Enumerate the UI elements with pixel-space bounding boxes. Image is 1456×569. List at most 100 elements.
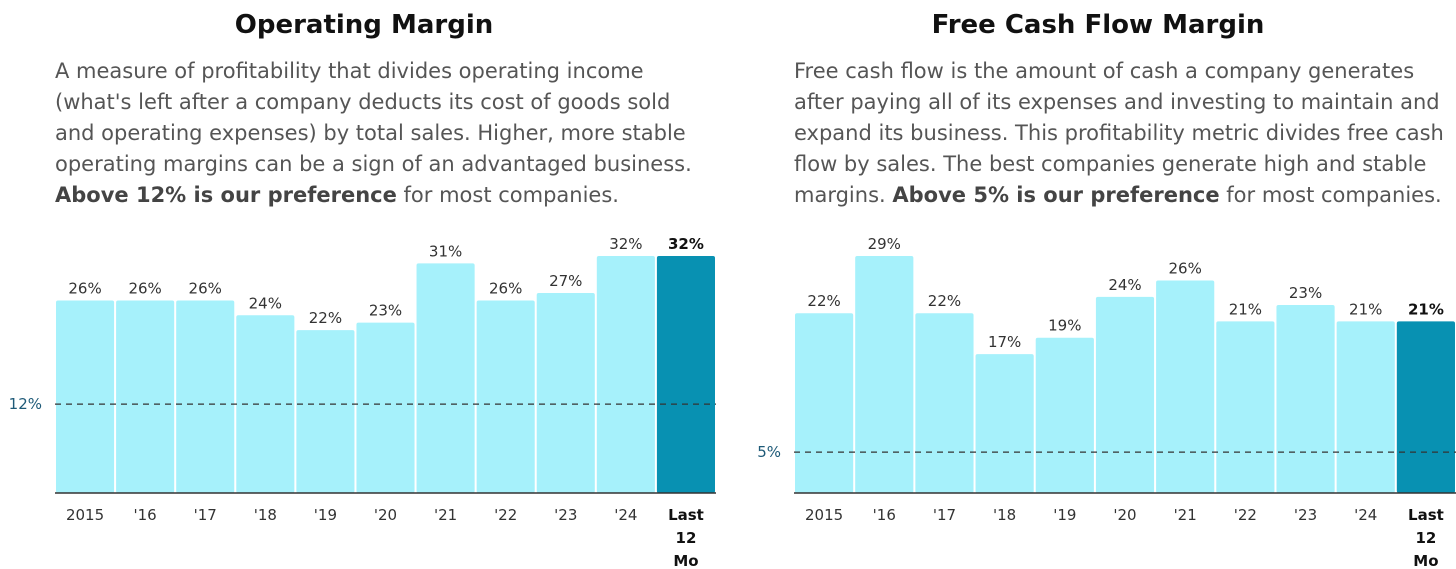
bar xyxy=(56,300,115,493)
data-label: 23% xyxy=(1289,284,1322,302)
data-label: 24% xyxy=(1108,276,1141,294)
x-tick-label-line: 2015 xyxy=(805,506,843,524)
description-suffix: for most companies. xyxy=(396,183,619,207)
x-tick-label: Last 12 Mo xyxy=(668,506,704,569)
data-label: 22% xyxy=(309,309,342,327)
x-tick-label: '21 xyxy=(434,506,457,524)
x-tick-label-line: '16 xyxy=(873,506,896,524)
bar xyxy=(975,354,1034,493)
bar xyxy=(596,256,655,493)
x-tick-label-line: '20 xyxy=(374,506,397,524)
operating-margin-title: Operating Margin xyxy=(234,10,494,40)
x-tick-label: '24 xyxy=(614,506,637,524)
x-tick-label: '18 xyxy=(254,506,277,524)
data-label: 23% xyxy=(369,302,402,320)
bar xyxy=(476,300,535,493)
x-tick-label: '16 xyxy=(873,506,896,524)
x-tick-label-line: '24 xyxy=(614,506,637,524)
x-tick-label-line: 12 xyxy=(676,529,697,547)
x-tick-label: 2015 xyxy=(66,506,104,524)
threshold-label: 5% xyxy=(757,443,781,461)
bar xyxy=(1035,337,1094,493)
data-label: 19% xyxy=(1048,317,1081,335)
description-preference: Above 5% is our preference xyxy=(892,183,1220,207)
data-label: 26% xyxy=(189,279,222,297)
x-tick-label-line: '18 xyxy=(993,506,1016,524)
data-label: 32% xyxy=(668,235,704,253)
x-tick-label-line: Last xyxy=(1408,506,1444,524)
bar xyxy=(1216,321,1275,493)
data-label: 26% xyxy=(128,279,161,297)
bar xyxy=(416,263,475,493)
bar xyxy=(1336,321,1395,493)
data-label: 26% xyxy=(1169,260,1202,278)
bar xyxy=(536,293,595,493)
operating-margin-description: A measure of profitability that divides … xyxy=(55,56,715,211)
x-tick-label: '17 xyxy=(194,506,217,524)
bar xyxy=(795,313,854,493)
x-tick-label: 2015 xyxy=(805,506,843,524)
bar xyxy=(176,300,235,493)
description-preference: Above 12% is our preference xyxy=(55,183,397,207)
x-tick-label: '23 xyxy=(1294,506,1317,524)
data-label: 29% xyxy=(868,235,901,253)
x-tick-label: '23 xyxy=(554,506,577,524)
fcf-margin-panel: Free Cash Flow Margin Free cash flow is … xyxy=(740,0,1456,569)
data-label: 21% xyxy=(1349,300,1382,318)
data-label: 22% xyxy=(928,292,961,310)
x-tick-label-line: 12 xyxy=(1415,529,1436,547)
x-tick-label: '21 xyxy=(1174,506,1197,524)
x-tick-label-line: '16 xyxy=(134,506,157,524)
bar xyxy=(1156,280,1215,493)
x-tick-label: '20 xyxy=(1113,506,1136,524)
fcf-margin-chart: 22% 2015 29% '16 22% '17 17% '18 19% '19 24% '20 26%… xyxy=(757,235,1456,569)
x-tick-label: Last 12 Mo xyxy=(1408,506,1444,569)
x-tick-label: '22 xyxy=(494,506,517,524)
x-tick-label: '20 xyxy=(374,506,397,524)
x-tick-label-line: '23 xyxy=(1294,506,1317,524)
data-label: 27% xyxy=(549,272,582,290)
bar xyxy=(1276,305,1335,493)
bar xyxy=(656,256,715,493)
x-tick-label-line: '19 xyxy=(314,506,337,524)
data-label: 21% xyxy=(1229,300,1262,318)
description-text: A measure of profitability that divides … xyxy=(55,59,692,176)
x-tick-label: '24 xyxy=(1354,506,1377,524)
x-tick-label-line: '19 xyxy=(1053,506,1076,524)
x-tick-label-line: '17 xyxy=(194,506,217,524)
data-label: 32% xyxy=(609,235,642,253)
fcf-margin-title: Free Cash Flow Margin xyxy=(931,10,1265,40)
x-tick-label-line: Mo xyxy=(1413,552,1438,569)
threshold-label: 12% xyxy=(9,395,42,413)
operating-margin-chart: 26% 2015 26% '16 26% '17 24% '18 22% '19 23% '20 31%… xyxy=(9,235,716,569)
description-text: Free cash flow is the amount of cash a c… xyxy=(794,59,1444,207)
data-label: 24% xyxy=(249,294,282,312)
operating-margin-panel: Operating Margin A measure of profitabil… xyxy=(9,10,716,569)
data-label: 26% xyxy=(489,279,522,297)
x-tick-label: '17 xyxy=(933,506,956,524)
bar xyxy=(1396,321,1455,493)
x-tick-label-line: '18 xyxy=(254,506,277,524)
x-tick-label-line: '24 xyxy=(1354,506,1377,524)
x-tick-label: '16 xyxy=(134,506,157,524)
x-tick-label: '18 xyxy=(993,506,1016,524)
x-tick-label-line: '20 xyxy=(1113,506,1136,524)
bar xyxy=(915,313,974,493)
x-tick-label-line: Mo xyxy=(673,552,698,569)
x-tick-label-line: Last xyxy=(668,506,704,524)
bar xyxy=(1095,296,1155,493)
x-tick-label: '19 xyxy=(1053,506,1076,524)
x-tick-label: '22 xyxy=(1234,506,1257,524)
data-label: 26% xyxy=(68,279,101,297)
x-tick-label-line: '22 xyxy=(1234,506,1257,524)
x-tick-label-line: '22 xyxy=(494,506,517,524)
description-suffix: for most companies. xyxy=(1219,183,1442,207)
x-tick-label-line: '17 xyxy=(933,506,956,524)
data-label: 31% xyxy=(429,242,462,260)
data-label: 22% xyxy=(807,292,840,310)
bar xyxy=(116,300,175,493)
fcf-margin-description: Free cash flow is the amount of cash a c… xyxy=(794,56,1444,211)
bar xyxy=(356,322,415,493)
x-tick-label-line: 2015 xyxy=(66,506,104,524)
data-label: 17% xyxy=(988,333,1021,351)
